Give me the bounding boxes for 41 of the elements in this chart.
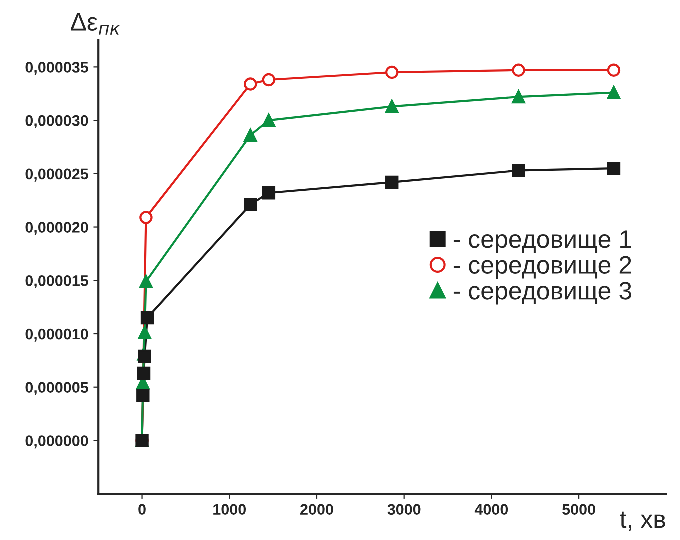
point [137,366,151,380]
point [244,198,258,212]
x-tick-label: 0 [138,504,146,516]
y-tick-label: 0,000015 [26,276,88,289]
y-tick-label: 0,000025 [26,168,88,182]
x-tick-label: 4000 [474,504,508,516]
point [244,78,258,91]
point [262,73,276,87]
point [136,389,150,403]
point [262,186,276,200]
point [244,128,258,142]
point [512,64,526,77]
legend-label: - середовище 3 [454,282,632,305]
point [262,114,276,128]
x-tick-label: 3000 [388,504,421,516]
point [386,66,399,80]
x-tick-label: 5000 [562,504,596,516]
x-tick-label: 1000 [214,504,246,516]
y-tick-label: 0,000035 [26,62,88,76]
point [607,162,621,176]
y-tick-label: 0,000020 [26,222,88,236]
y-tick-label: 0,000005 [26,382,88,396]
point [138,350,152,364]
x-tick-label: 2000 [300,504,334,516]
point [512,90,526,104]
legend-label: - середовище 1 [454,230,632,254]
y-axis-title: Δε$_{пк}$ [71,14,120,35]
point [607,86,621,100]
y-tick-label: 0,000000 [26,436,88,449]
point [386,100,399,114]
point [140,311,154,325]
point [607,64,621,77]
y-tick-label: 0,000010 [26,328,88,342]
point [512,164,526,178]
point [140,275,153,288]
x-axis-title: t, хв [620,512,666,532]
point [140,211,153,224]
legend-label: - середовище 2 [454,256,632,279]
point [138,326,152,340]
y-tick-label: 0,000030 [26,115,88,128]
point [386,176,399,190]
